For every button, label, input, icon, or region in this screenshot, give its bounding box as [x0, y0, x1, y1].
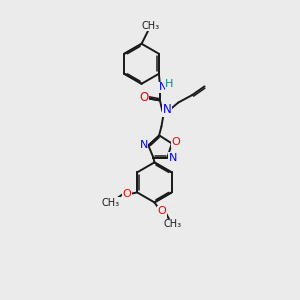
Text: N: N [163, 103, 172, 116]
Text: N: N [158, 82, 167, 92]
Text: N: N [140, 140, 148, 151]
Text: N: N [168, 153, 177, 163]
Text: O: O [140, 91, 149, 104]
Text: O: O [172, 137, 180, 147]
Text: CH₃: CH₃ [163, 219, 182, 229]
Text: CH₃: CH₃ [142, 21, 160, 31]
Text: CH₃: CH₃ [101, 198, 119, 208]
Text: O: O [158, 206, 167, 216]
Text: O: O [122, 189, 131, 199]
Text: H: H [165, 79, 174, 89]
